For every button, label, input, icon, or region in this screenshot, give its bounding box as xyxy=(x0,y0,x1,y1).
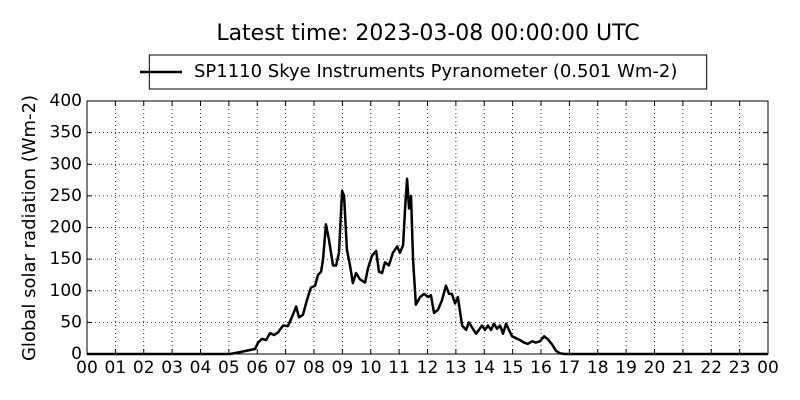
x-tick-label: 19 xyxy=(615,358,637,378)
chart-title: Latest time: 2023-03-08 00:00:00 UTC xyxy=(216,21,639,46)
x-tick-label: 06 xyxy=(246,358,268,378)
y-tick-label: 250 xyxy=(50,186,82,206)
y-tick-label: 400 xyxy=(50,91,82,111)
x-tick-label: 08 xyxy=(303,358,325,378)
x-tick-label: 07 xyxy=(275,358,297,378)
x-tick-label: 22 xyxy=(700,358,722,378)
x-tick-label: 21 xyxy=(672,358,694,378)
x-tick-label: 23 xyxy=(729,358,751,378)
x-tick-label: 12 xyxy=(417,358,439,378)
x-tick-label: 00 xyxy=(76,358,98,378)
x-tick-label: 01 xyxy=(105,358,127,378)
x-tick-label: 15 xyxy=(502,358,524,378)
data-line xyxy=(87,177,768,356)
x-tick-label: 13 xyxy=(445,358,467,378)
x-tick-label: 00 xyxy=(757,358,779,378)
x-tick-label: 17 xyxy=(559,358,581,378)
y-axis-label: Global solar radiation (Wm-2) xyxy=(19,95,40,361)
x-tick-label: 03 xyxy=(161,358,183,378)
y-tick-label: 150 xyxy=(50,249,82,269)
y-tick-label: 50 xyxy=(60,312,82,332)
x-tick-label: 04 xyxy=(190,358,212,378)
y-tick-label: 300 xyxy=(50,154,82,174)
x-tick-label: 18 xyxy=(587,358,609,378)
x-tick-label: 09 xyxy=(332,358,354,378)
x-tick-label: 11 xyxy=(388,358,410,378)
legend-label: SP1110 Skye Instruments Pyranometer (0.5… xyxy=(194,61,677,82)
x-tick-label: 14 xyxy=(473,358,495,378)
x-tick-label: 20 xyxy=(644,358,666,378)
x-tick-label: 05 xyxy=(218,358,240,378)
plot-frame xyxy=(86,100,769,355)
y-tick-label: 200 xyxy=(50,218,82,238)
y-tick-label: 350 xyxy=(50,123,82,143)
y-tick-label: 0 xyxy=(71,344,82,364)
x-tick-label: 16 xyxy=(530,358,552,378)
y-tick-label: 100 xyxy=(50,281,82,301)
x-tick-label: 10 xyxy=(360,358,382,378)
x-tick-label: 02 xyxy=(133,358,155,378)
